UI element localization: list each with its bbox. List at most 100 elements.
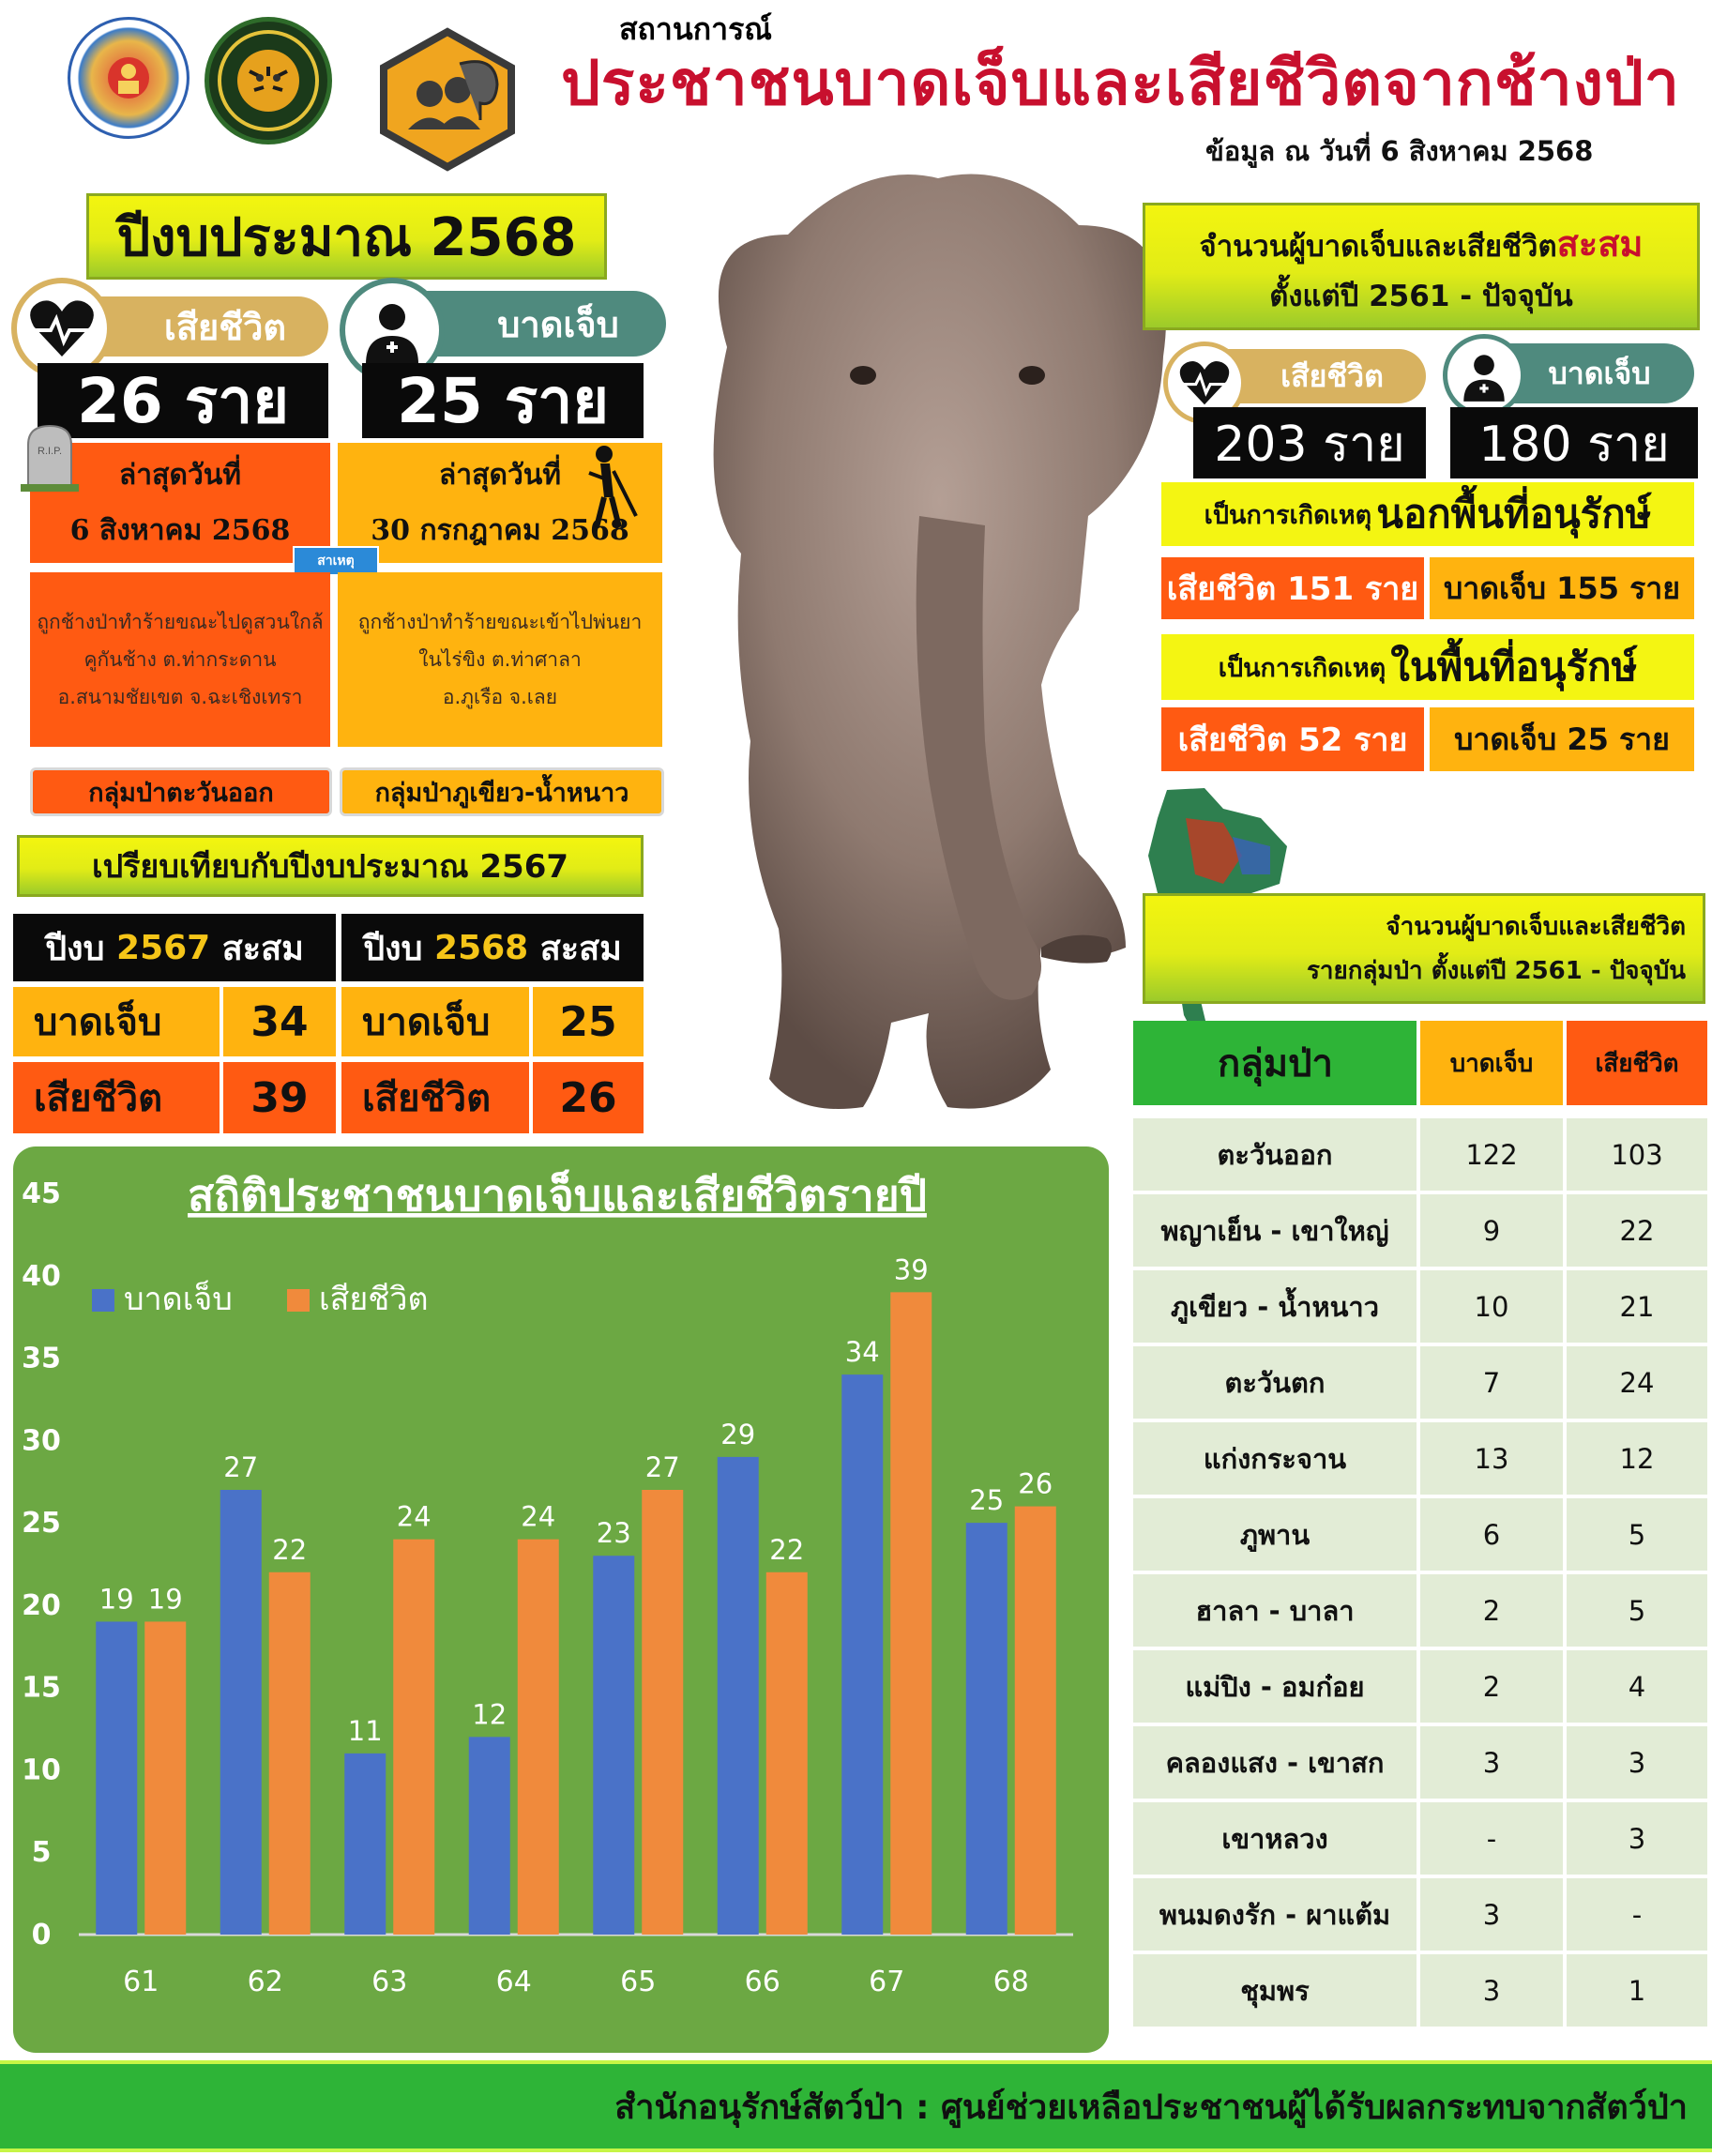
y-tick-label: 15 xyxy=(22,1672,61,1705)
bar-injury xyxy=(468,1737,510,1935)
injury-latest-date: 30 กรกฎาคม 2568 xyxy=(371,514,629,547)
y-tick-label: 45 xyxy=(22,1177,61,1210)
injury-forest-group-text: กลุ่มป่าภูเขียว-น้ำหนาว xyxy=(374,778,629,808)
forest-table-row: ชุมพร 3 1 xyxy=(1133,1954,1707,2030)
injury-count: 25 ราย xyxy=(396,364,609,437)
injury-cause-line3: อ.ภูเรือ จ.เลย xyxy=(442,686,558,708)
cumulative-death-pill: เสียชีวิต xyxy=(1210,349,1426,403)
forest-cell-injury: 3 xyxy=(1420,1878,1563,1954)
cmp-injury-label-2568-text: บาดเจ็บ xyxy=(362,1001,491,1044)
injured-person-icon xyxy=(576,441,642,535)
outside-injury-text: บาดเจ็บ 155 ราย xyxy=(1443,569,1681,606)
forest-cell-group: ภูพาน xyxy=(1133,1498,1417,1574)
forest-table-row: แก่งกระจาน 13 12 xyxy=(1133,1422,1707,1498)
x-tick-label: 61 xyxy=(123,1966,159,1998)
forest-cell-group: พญาเย็น - เขาใหญ่ xyxy=(1133,1194,1417,1270)
chart-bars: 19 19 27 22 11 24 12 24 23 27 29 22 34 39 25 26 xyxy=(96,1253,1056,1935)
cumulative-injury-total: 180 ราย xyxy=(1478,416,1670,473)
cmp-death-2568-value: 26 xyxy=(559,1073,617,1122)
forest-table-body: ตะวันออก 122 103 พญาเย็น - เขาใหญ่ 9 22 ภูเขีย… xyxy=(1133,1118,1707,2030)
col-2567-post: สะสม xyxy=(221,929,304,968)
bar-injury xyxy=(96,1621,138,1935)
outside-prefix: เป็นการเกิดเหตุ xyxy=(1204,500,1372,530)
injury-forest-group: กลุ่มป่าภูเขียว-น้ำหนาว xyxy=(340,767,664,816)
injury-latest-box: ล่าสุดวันที่ 30 กรกฎาคม 2568 xyxy=(338,443,662,563)
bar-value-label: 27 xyxy=(645,1451,680,1483)
x-tick-label: 66 xyxy=(745,1966,780,1998)
bar-value-label: 23 xyxy=(597,1517,631,1549)
cmp-death-2567-value: 39 xyxy=(250,1073,309,1122)
forest-header-injury-text: บาดเจ็บ xyxy=(1449,1049,1534,1078)
y-tick-label: 0 xyxy=(32,1919,52,1951)
bar-value-label: 24 xyxy=(397,1501,432,1533)
forest-cell-injury: 2 xyxy=(1420,1574,1563,1650)
bar-value-label: 27 xyxy=(223,1451,258,1483)
comparison-heading: เปรียบเทียบกับปีงบประมาณ 2567 xyxy=(17,835,644,897)
forest-table: กลุ่มป่า บาดเจ็บ เสียชีวิต ตะวันออก 122 10… xyxy=(1133,1021,1707,2030)
legend-swatch-death xyxy=(287,1289,310,1312)
comparison-col-2568: ปีงบ 2568 สะสม xyxy=(341,914,644,981)
bar-value-label: 25 xyxy=(969,1484,1004,1516)
data-date: ข้อมูล ณ วันที่ 6 สิงหาคม 2568 xyxy=(1205,135,1594,167)
x-tick-label: 62 xyxy=(248,1966,283,1998)
forest-cell-injury: - xyxy=(1420,1802,1563,1878)
death-count: 26 ราย xyxy=(76,364,289,437)
title-subtitle: สถานการณ์ xyxy=(619,11,772,47)
outside-injury: บาดเจ็บ 155 ราย xyxy=(1430,557,1694,619)
forest-cell-death: 5 xyxy=(1567,1574,1707,1650)
outside-death: เสียชีวิต 151 ราย xyxy=(1161,557,1424,619)
inside-injury: บาดเจ็บ 25 ราย xyxy=(1430,707,1694,771)
forest-cell-injury: 6 xyxy=(1420,1498,1563,1574)
death-forest-group-text: กลุ่มป่าตะวันออก xyxy=(88,778,274,808)
forest-cell-injury: 122 xyxy=(1420,1118,1563,1194)
x-tick-label: 65 xyxy=(620,1966,656,1998)
forest-table-heading: จำนวนผู้บาดเจ็บและเสียชีวิต รายกลุ่มป่า … xyxy=(1143,893,1705,1004)
forest-cell-group: ฮาลา - บาลา xyxy=(1133,1574,1417,1650)
y-tick-label: 25 xyxy=(22,1507,61,1540)
forest-cell-injury: 2 xyxy=(1420,1650,1563,1726)
death-cause-box: ถูกช้างป่าทำร้ายขณะไปดูสวนใกล้ คูกันช้าง… xyxy=(30,572,330,747)
cumulative-doctor-icon xyxy=(1443,334,1525,417)
y-tick-label: 10 xyxy=(22,1754,61,1786)
bar-death xyxy=(144,1621,187,1935)
bar-injury xyxy=(841,1374,884,1935)
forest-cell-injury: 10 xyxy=(1420,1270,1563,1346)
inside-area-heading: เป็นการเกิดเหตุ ในพื้นที่อนุรักษ์ xyxy=(1161,634,1694,700)
col-2567-year: 2567 xyxy=(116,928,211,967)
inside-death: เสียชีวิต 52 ราย xyxy=(1161,707,1424,771)
forest-cell-injury: 7 xyxy=(1420,1346,1563,1422)
cmp-death-2567: 39 xyxy=(223,1062,336,1133)
bar-death xyxy=(765,1571,808,1935)
legend-label-death: เสียชีวิต xyxy=(319,1281,429,1318)
forest-cell-group: เขาหลวง xyxy=(1133,1802,1417,1878)
comparison-col-2567: ปีงบ 2567 สะสม xyxy=(13,914,336,981)
cmp-injury-2567-value: 34 xyxy=(250,997,309,1046)
death-pill: เสียชีวิต xyxy=(66,296,328,357)
forest-cell-group: ตะวันตก xyxy=(1133,1346,1417,1422)
forest-heading-line1: จำนวนผู้บาดเจ็บและเสียชีวิต xyxy=(1386,913,1686,941)
forest-cell-injury: 3 xyxy=(1420,1954,1563,2030)
x-tick-label: 67 xyxy=(869,1966,904,1998)
bar-value-label: 19 xyxy=(99,1583,134,1615)
forest-cell-death: 22 xyxy=(1567,1194,1707,1270)
forest-table-row: แม่ปิง - อมก๋อย 2 4 xyxy=(1133,1650,1707,1726)
rip-text: R.I.P. xyxy=(38,446,62,457)
cumulative-injury-label: บาดเจ็บ xyxy=(1548,355,1651,391)
forest-cell-death: 4 xyxy=(1567,1650,1707,1726)
y-tick-label: 20 xyxy=(22,1589,61,1622)
inside-death-text: เสียชีวิต 52 ราย xyxy=(1177,721,1408,759)
forest-cell-injury: 9 xyxy=(1420,1194,1563,1270)
bar-value-label: 24 xyxy=(521,1501,555,1533)
fiscal-year-heading-text: ปีงบประมาณ 2568 xyxy=(116,206,577,268)
inside-big: ในพื้นที่อนุรักษ์ xyxy=(1390,644,1638,690)
forest-header-group: กลุ่มป่า xyxy=(1133,1021,1417,1105)
cmp-injury-2568-value: 25 xyxy=(559,997,617,1046)
bar-value-label: 19 xyxy=(148,1583,183,1615)
bar-injury xyxy=(220,1490,262,1935)
bar-death xyxy=(890,1292,932,1935)
elephant-photo xyxy=(638,122,1248,1135)
forest-header-death: เสียชีวิต xyxy=(1567,1021,1707,1105)
forest-cell-group: แก่งกระจาน xyxy=(1133,1422,1417,1498)
death-pill-label: เสียชีวิต xyxy=(163,306,287,348)
fiscal-year-heading: ปีงบประมาณ 2568 xyxy=(86,193,607,280)
